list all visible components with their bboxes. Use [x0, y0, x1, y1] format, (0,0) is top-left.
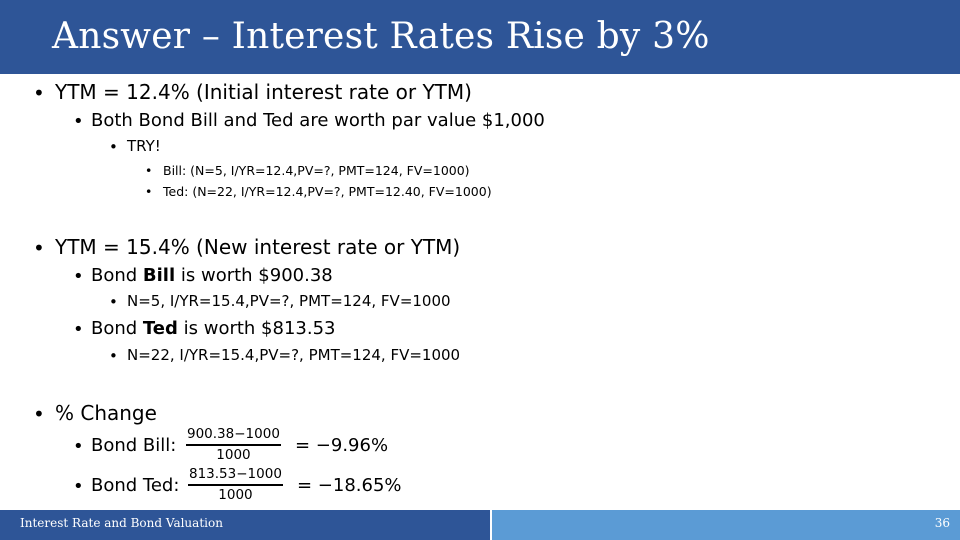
bullet-ted-worth: Bond Ted is worth $813.53 [91, 318, 336, 339]
bullet-bill-new-inputs: N=5, I/YR=15.4,PV=?, PMT=124, FV=1000 [127, 292, 451, 310]
fraction-bar [186, 444, 281, 446]
bond-ted-result: = −18.65% [297, 475, 402, 496]
bullet-icon: • [73, 319, 84, 340]
footer-title: Interest Rate and Bond Valuation [20, 516, 223, 530]
bond-ted-label: Bond Ted: [91, 475, 180, 496]
bullet-icon: • [109, 293, 118, 311]
bullet-par-value: Both Bond Bill and Ted are worth par val… [91, 110, 545, 131]
fraction-numerator: 813.53−1000 [189, 466, 282, 482]
bullet-icon: • [33, 236, 45, 260]
bullet-icon: • [33, 81, 45, 105]
slide-title: Answer – Interest Rates Rise by 3% [52, 16, 710, 57]
bullet-icon: • [73, 266, 84, 287]
footer-left-band [0, 510, 490, 540]
bullet-icon: • [109, 138, 118, 156]
slide-content: • YTM = 12.4% (Initial interest rate or … [33, 80, 545, 503]
page-number: 36 [934, 516, 950, 530]
bond-ted-fraction: 813.53−1000 1000 [188, 466, 283, 503]
bullet-bill-worth: Bond Bill is worth $900.38 [91, 265, 333, 286]
footer-right-band [492, 510, 960, 540]
bullet-icon: • [73, 436, 84, 457]
bullet-icon: • [109, 347, 118, 365]
bullet-icon: • [33, 402, 45, 426]
bullet-icon: • [73, 111, 84, 132]
fraction-bar [188, 484, 283, 486]
bond-bill-label: Bond Bill: [91, 435, 177, 456]
fraction-denominator: 1000 [218, 486, 253, 503]
bullet-try: TRY! [127, 137, 161, 155]
bullet-ytm-new: YTM = 15.4% (New interest rate or YTM) [55, 235, 461, 259]
fraction-numerator: 900.38−1000 [187, 426, 280, 442]
bullet-icon: • [145, 184, 153, 199]
title-bar: Answer – Interest Rates Rise by 3% [0, 0, 960, 74]
bullet-ytm-initial: YTM = 12.4% (Initial interest rate or YT… [55, 80, 472, 104]
bullet-icon: • [73, 476, 84, 497]
bullet-bill-inputs: Bill: (N=5, I/YR=12.4,PV=?, PMT=124, FV=… [163, 163, 470, 178]
bond-bill-fraction: 900.38−1000 1000 [186, 426, 281, 463]
bullet-icon: • [145, 163, 153, 178]
bullet-percent-change: % Change [55, 401, 157, 425]
bullet-ted-new-inputs: N=22, I/YR=15.4,PV=?, PMT=124, FV=1000 [127, 346, 461, 364]
bullet-ted-inputs: Ted: (N=22, I/YR=12.4,PV=?, PMT=12.40, F… [163, 184, 492, 199]
fraction-denominator: 1000 [216, 446, 251, 463]
bond-bill-result: = −9.96% [295, 435, 389, 456]
